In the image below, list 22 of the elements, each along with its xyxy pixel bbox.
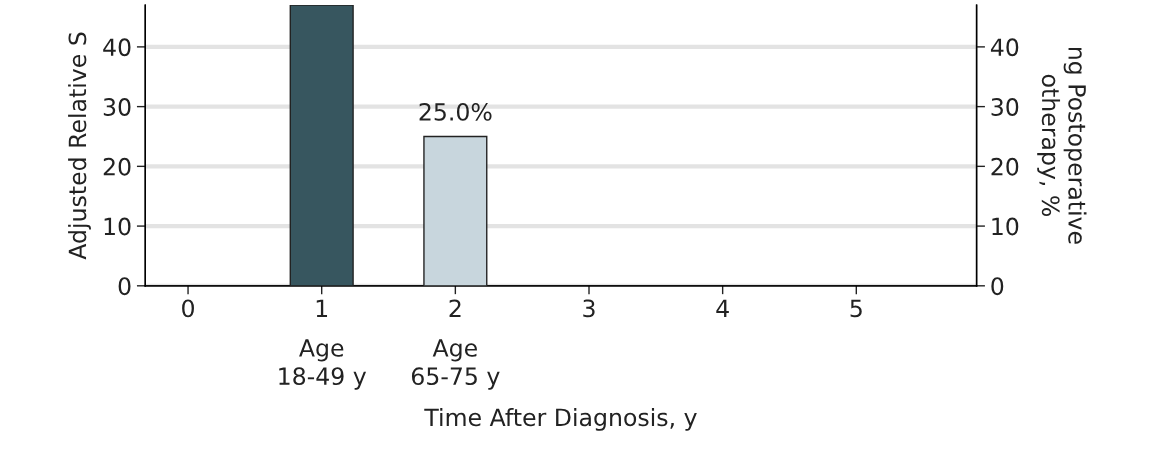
y-tick-label: 20 [103, 157, 131, 176]
data-label: 25.0% [419, 102, 492, 121]
y-tick-label: 0 [118, 277, 131, 296]
y2-tick-label: 20 [991, 157, 1019, 176]
y-tick-label: 10 [104, 217, 131, 236]
y2-axis-title: ng Postoperative otherapy, % [1037, 47, 1087, 244]
x-tick-label: 5 [850, 299, 862, 318]
y-axis-title: Adjusted Relative S [68, 32, 91, 260]
y2-tick-label: 0 [991, 277, 1004, 296]
x-tick-label: 3 [583, 299, 595, 318]
x-tick-label: 2 [449, 299, 461, 317]
annotation: Age 65-75 y [411, 339, 500, 390]
x-axis-title: Time After Diagnosis, y [424, 407, 697, 431]
x-tick-label: 4 [716, 299, 729, 317]
y2-tick-label: 30 [991, 98, 1019, 116]
x-tick-label: 1 [316, 299, 328, 317]
y2-tick-label: 40 [990, 38, 1019, 57]
y-tick-label: 40 [103, 38, 131, 57]
annotation: Age 18-49 y [279, 339, 367, 390]
y-tick-label: 30 [103, 98, 131, 116]
y2-tick-label: 10 [992, 217, 1019, 236]
x-tick-label: 0 [182, 299, 194, 318]
